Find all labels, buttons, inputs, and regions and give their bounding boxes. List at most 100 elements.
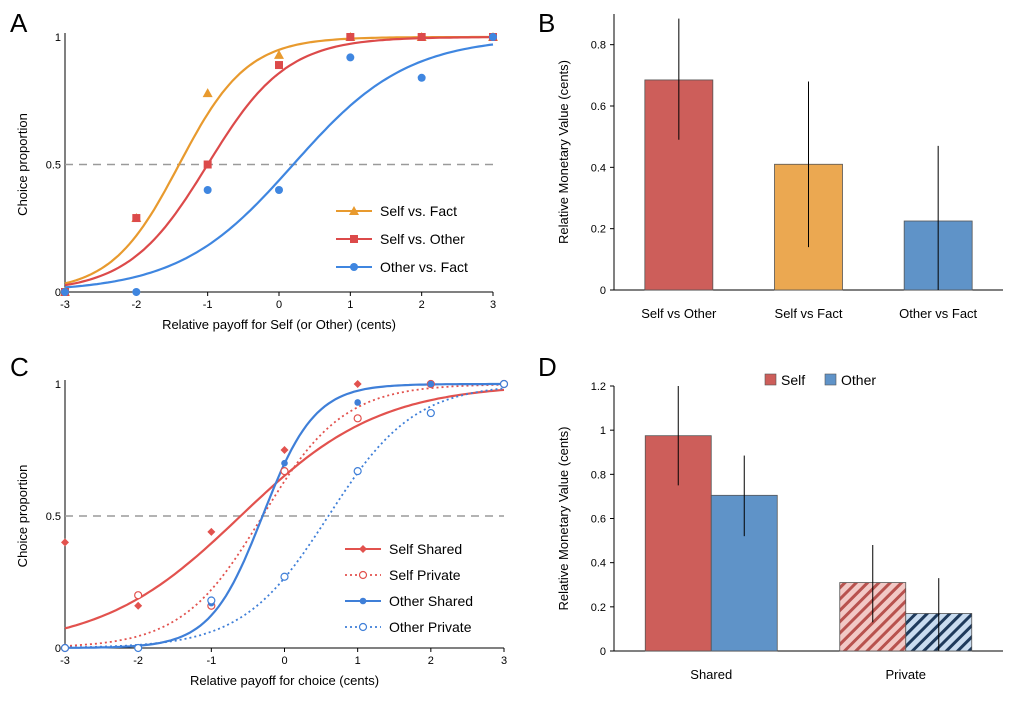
data-point-other-private bbox=[426, 408, 435, 418]
x-tick-label: -3 bbox=[60, 299, 70, 311]
legend-marker-other-shared bbox=[359, 597, 367, 605]
data-point-other-vs-fact bbox=[417, 73, 426, 82]
data-point-other-vs-fact bbox=[203, 186, 212, 194]
x-category-label: Self vs Fact bbox=[775, 306, 843, 321]
legend-label-other-private: Other Private bbox=[389, 619, 472, 635]
x-tick-label: 2 bbox=[428, 655, 434, 667]
data-point-other-private bbox=[499, 379, 509, 389]
data-point-self-vs-other bbox=[417, 33, 426, 41]
data-point-other-shared bbox=[354, 399, 361, 406]
x-category-label: Self vs Other bbox=[641, 306, 717, 321]
legend-marker-self-private bbox=[358, 570, 368, 580]
panel-label-d: D bbox=[538, 352, 557, 382]
data-point-self-private bbox=[280, 467, 289, 476]
data-point-self-shared bbox=[353, 380, 362, 388]
data-point-self-vs-other bbox=[132, 214, 141, 223]
panel-label-c: C bbox=[10, 352, 29, 382]
y-tick-label: 0.8 bbox=[591, 469, 606, 481]
y-tick-label: 0.6 bbox=[591, 101, 606, 113]
y-tick-label: 0.8 bbox=[591, 40, 606, 52]
chart-d: 0 0.2 0.4 0.6 0.8 1 1.2 Relative Monetary Value… bbox=[556, 372, 1003, 682]
data-point-other-vs-fact bbox=[346, 53, 355, 62]
x-tick-label: -2 bbox=[131, 299, 141, 311]
data-point-other-shared bbox=[427, 380, 435, 388]
x-tick-label: 1 bbox=[355, 655, 361, 667]
y-tick-label: 1 bbox=[55, 379, 61, 391]
data-point-self-shared bbox=[207, 527, 216, 536]
fit-line-other-vs-fact bbox=[64, 43, 494, 289]
data-point-other-shared bbox=[281, 459, 288, 467]
data-point-other-private bbox=[60, 643, 70, 653]
y-tick-label: 0.4 bbox=[591, 558, 606, 570]
x-tick-label: 1 bbox=[347, 299, 353, 311]
legend-marker-other-vs-fact bbox=[350, 263, 358, 271]
legend-swatch-self bbox=[764, 373, 777, 386]
data-point-self-vs-fact bbox=[274, 49, 284, 59]
x-tick-label: -2 bbox=[133, 655, 143, 667]
data-point-other-vs-fact bbox=[132, 288, 141, 296]
x-tick-label: -1 bbox=[206, 655, 216, 667]
y-tick-label: 0 bbox=[600, 285, 606, 297]
data-point-other-private bbox=[280, 572, 289, 581]
x-axis-label: Relative payoff for choice (cents) bbox=[190, 673, 379, 688]
x-category-label: Shared bbox=[690, 667, 732, 682]
x-tick-label: 3 bbox=[501, 655, 507, 667]
legend-marker-self-shared bbox=[359, 545, 367, 553]
legend-label-self: Self bbox=[781, 372, 805, 388]
data-point-self-vs-other bbox=[275, 61, 283, 70]
data-point-self-private bbox=[353, 414, 362, 423]
y-tick-label: 0 bbox=[55, 643, 61, 655]
legend-marker-other-private bbox=[358, 622, 368, 632]
x-axis-label: Relative payoff for Self (or Other) (cen… bbox=[162, 317, 396, 332]
legend-label-self-vs-other: Self vs. Other bbox=[380, 231, 465, 247]
data-point-self-vs-other bbox=[203, 160, 212, 169]
panel-label-a: A bbox=[10, 8, 28, 38]
y-axis-label: Relative Monetary Value (cents) bbox=[556, 426, 571, 610]
legend-label-self-private: Self Private bbox=[389, 567, 461, 583]
y-tick-label: 0.5 bbox=[46, 511, 61, 523]
data-point-self-vs-other bbox=[346, 33, 355, 41]
x-tick-label: 0 bbox=[281, 655, 287, 667]
y-tick-label: 0.5 bbox=[46, 160, 61, 172]
data-point-self-shared bbox=[280, 446, 289, 454]
panel-label-b: B bbox=[538, 8, 555, 38]
x-tick-label: 3 bbox=[490, 299, 496, 311]
chart-a: -3 -2 -1 0 1 2 3 0 0.5 1 Relative payoff for Self … bbox=[15, 32, 498, 332]
y-tick-label: 1.2 bbox=[591, 381, 606, 393]
legend-swatch-other bbox=[824, 373, 837, 386]
y-axis-label: Relative Monetary Value (cents) bbox=[556, 60, 571, 244]
legend-marker-self-vs-fact bbox=[349, 206, 359, 215]
data-point-other-private bbox=[353, 467, 362, 476]
x-tick-label: 0 bbox=[276, 299, 282, 311]
y-tick-label: 0.6 bbox=[591, 514, 606, 526]
x-tick-label: -1 bbox=[203, 299, 213, 311]
x-tick-label: 2 bbox=[419, 299, 425, 311]
data-point-other-vs-fact bbox=[61, 288, 69, 296]
y-tick-label: 1 bbox=[600, 425, 606, 437]
legend-label-self-vs-fact: Self vs. Fact bbox=[380, 203, 457, 219]
data-point-self-private bbox=[134, 591, 143, 600]
y-tick-label: 0.2 bbox=[591, 602, 606, 614]
data-point-self-shared bbox=[61, 538, 69, 547]
data-point-other-vs-fact bbox=[489, 33, 497, 41]
data-point-self-shared bbox=[134, 601, 143, 610]
x-tick-label: -3 bbox=[60, 655, 70, 667]
y-tick-label: 0.4 bbox=[591, 162, 606, 174]
y-tick-label: 0 bbox=[55, 287, 61, 299]
data-point-self-vs-fact bbox=[202, 88, 213, 98]
data-point-other-private bbox=[207, 596, 216, 605]
y-tick-label: 0 bbox=[600, 646, 606, 658]
fit-line-self-vs-other bbox=[64, 36, 493, 287]
legend-marker-self-vs-other bbox=[350, 235, 358, 243]
y-tick-label: 1 bbox=[55, 32, 61, 44]
x-category-label: Private bbox=[886, 667, 926, 682]
legend-label-other-shared: Other Shared bbox=[389, 593, 473, 609]
legend-label-self-shared: Self Shared bbox=[389, 541, 462, 557]
y-tick-label: 0.2 bbox=[591, 224, 606, 236]
y-axis-label: Choice proportion bbox=[15, 113, 30, 216]
legend-label-other-vs-fact: Other vs. Fact bbox=[380, 259, 468, 275]
data-point-other-private bbox=[134, 643, 143, 653]
y-axis-label: Choice proportion bbox=[15, 465, 30, 568]
chart-c: -3 -2 -1 0 1 2 3 0 0.5 1 Relative payoff for choic… bbox=[15, 379, 509, 688]
